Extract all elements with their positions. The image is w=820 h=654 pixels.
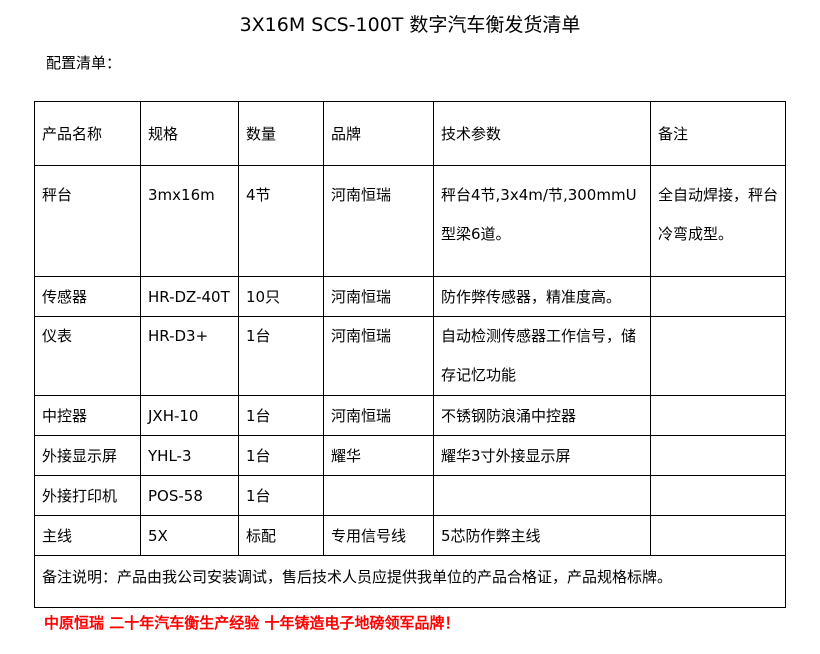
- cell: 河南恒瑞: [323, 316, 434, 396]
- cell: 3mx16m: [140, 165, 239, 277]
- slogan: 中原恒瑞 二十年汽车衡生产经验 十年铸造电子地磅领军品牌！: [44, 614, 460, 632]
- cell: 不锈钢防浪涌中控器: [433, 395, 651, 436]
- table-row: 外接打印机 POS-58 1台: [34, 475, 786, 516]
- cell: 传感器: [34, 276, 141, 317]
- cell: HR-DZ-40T: [140, 276, 239, 317]
- header-cell: 规格: [140, 101, 239, 166]
- cell: 1台: [238, 316, 324, 396]
- cell: 耀华3寸外接显示屏: [433, 435, 651, 476]
- table-row: 中控器 JXH-10 1台 河南恒瑞 不锈钢防浪涌中控器: [34, 395, 786, 436]
- cell: POS-58: [140, 475, 239, 516]
- cell: 防作弊传感器，精准度高。: [433, 276, 651, 317]
- cell: 中控器: [34, 395, 141, 436]
- cell: 标配: [238, 515, 324, 556]
- table-row: 秤台 3mx16m 4节 河南恒瑞 秤台4节,3x4m/节,300mmU型梁6道…: [34, 165, 786, 277]
- note-cell: 备注说明：产品由我公司安装调试，售后技术人员应提供我单位的产品合格证，产品规格标…: [34, 555, 786, 608]
- cell: [323, 475, 434, 516]
- header-cell: 备注: [650, 101, 786, 166]
- cell: 5X: [140, 515, 239, 556]
- config-list-label: 配置清单：: [46, 54, 122, 72]
- cell: 耀华: [323, 435, 434, 476]
- header-cell: 技术参数: [433, 101, 651, 166]
- cell: 10只: [238, 276, 324, 317]
- cell: YHL-3: [140, 435, 239, 476]
- header-cell: 产品名称: [34, 101, 141, 166]
- table-header-row: 产品名称 规格 数量 品牌 技术参数 备注: [34, 101, 786, 166]
- cell: 秤台: [34, 165, 141, 277]
- cell: 秤台4节,3x4m/节,300mmU型梁6道。: [433, 165, 651, 277]
- cell: 河南恒瑞: [323, 276, 434, 317]
- cell: [650, 435, 786, 476]
- table-row: 外接显示屏 YHL-3 1台 耀华 耀华3寸外接显示屏: [34, 435, 786, 476]
- cell: 1台: [238, 435, 324, 476]
- cell: [433, 475, 651, 516]
- cell: 1台: [238, 475, 324, 516]
- cell: 主线: [34, 515, 141, 556]
- cell: 自动检测传感器工作信号，储存记忆功能: [433, 316, 651, 396]
- cell: [650, 316, 786, 396]
- header-cell: 品牌: [323, 101, 434, 166]
- cell: 河南恒瑞: [323, 165, 434, 277]
- note-row: 备注说明：产品由我公司安装调试，售后技术人员应提供我单位的产品合格证，产品规格标…: [34, 555, 786, 608]
- cell: [650, 395, 786, 436]
- cell: 外接显示屏: [34, 435, 141, 476]
- table-row: 仪表 HR-D3+ 1台 河南恒瑞 自动检测传感器工作信号，储存记忆功能: [34, 316, 786, 396]
- document-body: 产品名称 规格 数量 品牌 技术参数 备注 秤台 3mx16m 4节 河南恒瑞 …: [34, 101, 786, 634]
- table-row: 传感器 HR-DZ-40T 10只 河南恒瑞 防作弊传感器，精准度高。: [34, 276, 786, 317]
- header-cell: 数量: [238, 101, 324, 166]
- cell: 5芯防作弊主线: [433, 515, 651, 556]
- table-row: 主线 5X 标配 专用信号线 5芯防作弊主线: [34, 515, 786, 556]
- cell: [650, 515, 786, 556]
- cell: 河南恒瑞: [323, 395, 434, 436]
- cell: [650, 276, 786, 317]
- cell: HR-D3+: [140, 316, 239, 396]
- cell: 专用信号线: [323, 515, 434, 556]
- cell: 全自动焊接，秤台冷弯成型。: [650, 165, 786, 277]
- cell: 1台: [238, 395, 324, 436]
- cell: JXH-10: [140, 395, 239, 436]
- cell: [650, 475, 786, 516]
- cell: 4节: [238, 165, 324, 277]
- cell: 外接打印机: [34, 475, 141, 516]
- page-title: 3X16M SCS-100T 数字汽车衡发货清单: [239, 14, 581, 36]
- shipping-list-table: 产品名称 规格 数量 品牌 技术参数 备注 秤台 3mx16m 4节 河南恒瑞 …: [34, 101, 786, 608]
- cell: 仪表: [34, 316, 141, 396]
